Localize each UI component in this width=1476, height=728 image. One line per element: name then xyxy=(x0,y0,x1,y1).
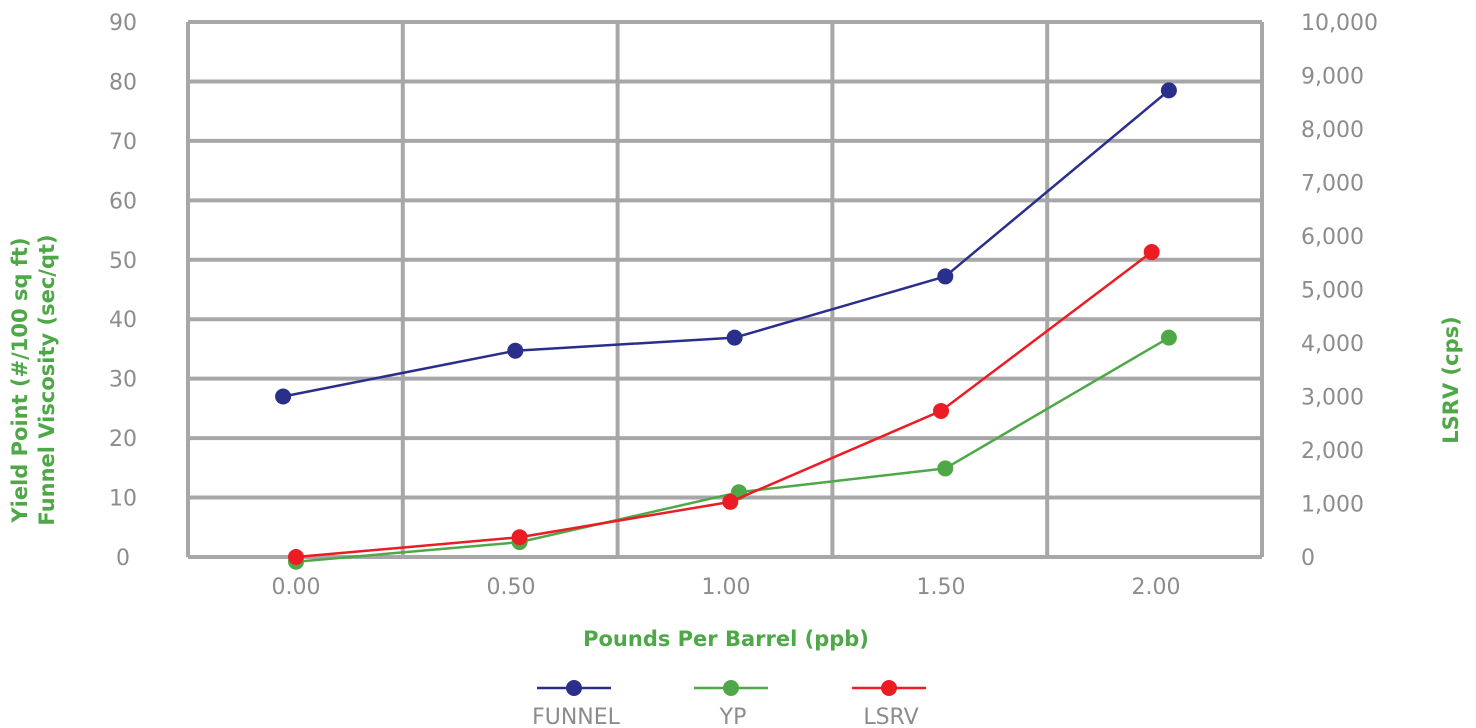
legend-marker xyxy=(566,680,582,696)
x-tick-label: 0.50 xyxy=(487,575,536,600)
right-y-tick-label: 8,000 xyxy=(1301,118,1364,143)
right-y-tick-label: 4,000 xyxy=(1301,332,1364,357)
legend-label: LSRV xyxy=(863,705,918,728)
data-point-lsrv xyxy=(722,493,739,510)
left-y-axis-title-line-2: Funnel Viscosity (sec/qt) xyxy=(35,234,59,525)
data-point-funnel xyxy=(726,329,743,346)
x-axis-title: Pounds Per Barrel (ppb) xyxy=(583,627,869,651)
legend-item-funnel: FUNNEL xyxy=(532,680,621,728)
left-y-tick-label: 10 xyxy=(109,487,137,512)
series-lsrv xyxy=(288,244,1160,565)
data-point-funnel xyxy=(275,388,292,405)
legend: FUNNEL YP LSRV xyxy=(532,680,926,728)
legend-label: YP xyxy=(719,705,747,728)
series-line-funnel xyxy=(282,89,1170,398)
x-tick-label: 1.50 xyxy=(917,575,966,600)
data-point-lsrv xyxy=(288,549,304,565)
right-y-axis-title-group: LSRV (cps) xyxy=(1439,316,1463,443)
data-point-yp xyxy=(937,460,954,477)
data-point-funnel xyxy=(507,342,524,359)
x-tick-label: 1.00 xyxy=(702,575,751,600)
series-funnel xyxy=(275,82,1177,405)
right-y-tick-label: 5,000 xyxy=(1301,279,1364,304)
left-y-tick-label: 30 xyxy=(109,368,137,393)
legend-item-yp: YP xyxy=(694,680,768,728)
left-y-tick-label: 40 xyxy=(109,308,137,333)
left-y-axis-ticks: 0 10 20 30 40 50 60 70 80 90 xyxy=(109,11,137,571)
right-y-tick-label: 2,000 xyxy=(1301,439,1364,464)
x-tick-label: 2.00 xyxy=(1132,575,1181,600)
data-point-lsrv xyxy=(1143,244,1160,261)
data-point-lsrv xyxy=(511,529,528,546)
data-point-yp xyxy=(1160,329,1177,346)
left-y-tick-label: 70 xyxy=(109,130,137,155)
right-y-tick-label: 10,000 xyxy=(1301,11,1378,36)
left-y-tick-label: 50 xyxy=(109,249,137,274)
right-y-tick-label: 3,000 xyxy=(1301,386,1364,411)
chart-grid xyxy=(186,20,1264,559)
x-axis-ticks: 0.00 0.50 1.00 1.50 2.00 xyxy=(272,575,1181,600)
series-line-yp xyxy=(295,336,1170,564)
right-y-tick-label: 6,000 xyxy=(1301,225,1364,250)
series-yp xyxy=(288,329,1177,570)
left-y-tick-label: 90 xyxy=(109,11,137,36)
right-y-tick-label: 7,000 xyxy=(1301,172,1364,197)
series-line-lsrv xyxy=(295,251,1153,559)
left-y-axis-title: Yield Point (#/100 sq ft) Funnel Viscosi… xyxy=(8,234,59,525)
data-point-funnel xyxy=(1160,82,1177,99)
left-y-tick-label: 60 xyxy=(109,189,137,214)
x-tick-label: 0.00 xyxy=(272,575,321,600)
left-y-axis-title-line-1: Yield Point (#/100 sq ft) xyxy=(8,237,32,523)
legend-label: FUNNEL xyxy=(532,705,621,728)
legend-marker xyxy=(881,680,897,696)
data-point-funnel xyxy=(937,268,954,285)
right-y-tick-label: 1,000 xyxy=(1301,493,1364,518)
right-y-axis-ticks: 0 1,000 2,000 3,000 4,000 5,000 6,000 7,000 8,00… xyxy=(1301,11,1378,571)
legend-marker xyxy=(723,680,739,696)
right-y-tick-label: 9,000 xyxy=(1301,65,1364,90)
left-y-tick-label: 20 xyxy=(109,427,137,452)
right-y-tick-label: 0 xyxy=(1301,546,1315,571)
legend-item-lsrv: LSRV xyxy=(852,680,926,728)
left-y-tick-label: 80 xyxy=(109,70,137,95)
left-y-tick-label: 0 xyxy=(116,546,130,571)
series-layer xyxy=(275,82,1177,570)
data-point-lsrv xyxy=(933,402,949,419)
right-y-axis-title: LSRV (cps) xyxy=(1439,316,1463,443)
